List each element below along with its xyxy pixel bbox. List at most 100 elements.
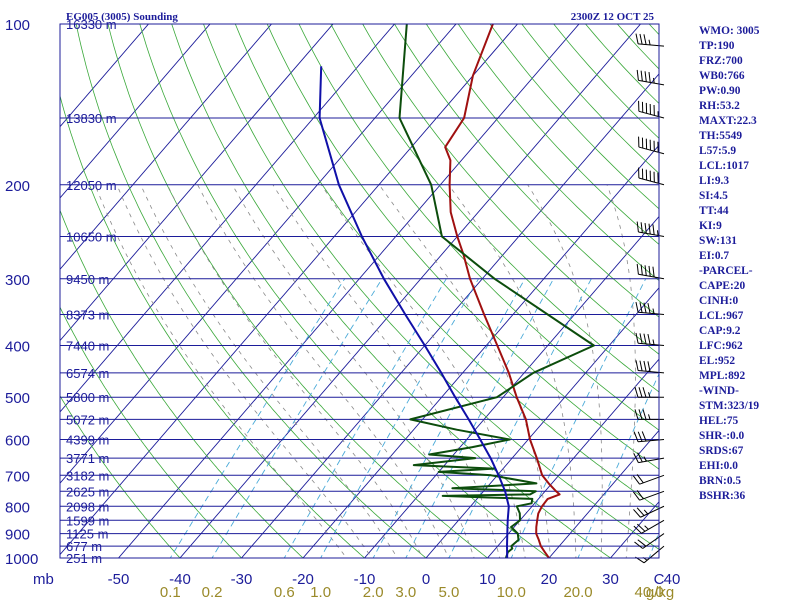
wind-barb — [635, 301, 665, 316]
pressure-tick-label: 700 — [5, 468, 30, 485]
mixing-ratio-tick-label: 0.1 — [160, 584, 181, 600]
mixing-ratio-tick-label: 5.0 — [438, 584, 459, 600]
temperature-tick-label: -50 — [108, 571, 130, 588]
wind-barb-flag — [635, 33, 639, 44]
wind-barb-staff — [638, 43, 665, 47]
isotherm-line — [60, 24, 150, 128]
wind-barb-staff — [638, 110, 665, 119]
mixing-ratio-line — [320, 278, 479, 558]
moist-adiabat-line — [448, 184, 577, 558]
index-line: WMO: 3005 — [699, 25, 760, 37]
wind-barb-flag — [634, 387, 639, 398]
wind-barb-staff — [640, 505, 665, 518]
index-line: HEL:75 — [699, 415, 739, 427]
mixing-ratio-tick-label: 1.0 — [310, 584, 331, 600]
height-label: 12050 m — [66, 178, 117, 193]
dry-adiabat-line — [330, 24, 659, 393]
wind-barb-staff — [638, 177, 665, 186]
wind-barb-flag — [643, 360, 647, 372]
mixing-ratio-tick-label: 2.0 — [363, 584, 384, 600]
height-label: 4399 m — [66, 433, 109, 448]
wind-barb — [634, 387, 664, 398]
wind-barb-flag — [635, 301, 639, 313]
index-line: BSHR:36 — [699, 490, 746, 502]
index-line: LCL:967 — [699, 310, 744, 322]
wind-barb-half-flag — [653, 77, 655, 84]
temperature-unit-label: C — [654, 571, 665, 588]
index-line: EI:0.7 — [699, 250, 730, 262]
wind-barb-flag — [648, 265, 651, 277]
temperature-tick-label: -20 — [292, 571, 314, 588]
index-line: SI:4.5 — [699, 190, 728, 202]
pressure-tick-label: 200 — [5, 178, 30, 195]
wind-barb-staff — [639, 490, 665, 501]
wind-barb-flag — [635, 360, 639, 371]
wind-barb — [634, 533, 665, 549]
moist-adiabat-line — [116, 184, 373, 558]
mixing-ratio-unit-label: g/kg — [646, 584, 674, 600]
pressure-unit-label: mb — [33, 571, 54, 588]
mixing-ratio-line — [577, 372, 659, 558]
wind-barb-flag — [639, 333, 643, 344]
moist-adiabat-line — [231, 184, 475, 558]
dry-adiabat-line — [171, 24, 612, 558]
height-label: 7440 m — [66, 339, 109, 354]
dry-adiabat-line — [394, 24, 659, 318]
wind-barbs — [632, 33, 665, 564]
isobar-lines — [60, 23, 659, 559]
mixing-ratio-line — [211, 278, 383, 558]
isotherm-line — [302, 144, 659, 558]
wind-barb — [636, 263, 665, 280]
temperature-tick-label: -40 — [169, 571, 191, 588]
index-line: LI:9.3 — [699, 175, 730, 187]
mixing-ratio-line — [283, 278, 447, 558]
wind-barb — [632, 474, 665, 485]
isotherm-line — [363, 215, 659, 558]
pressure-tick-label: 400 — [5, 339, 30, 356]
index-line: CINH:0 — [699, 295, 739, 307]
wind-barb-flag — [647, 333, 651, 345]
isotherm-line — [179, 24, 642, 558]
mixing-ratio-tick-label: 3.0 — [395, 584, 416, 600]
pressure-tick-label: 600 — [5, 433, 30, 450]
pressure-tick-label: 100 — [5, 17, 30, 34]
pressure-tick-label: 900 — [5, 527, 30, 544]
dry-adiabat-line — [457, 24, 659, 245]
dry-adiabat-line — [362, 24, 659, 355]
height-label: 3771 m — [66, 451, 109, 466]
temperature-tick-label: 10 — [479, 571, 496, 588]
wind-barb-staff — [639, 474, 665, 485]
wind-barb-staff — [638, 273, 665, 280]
height-label: 6574 m — [66, 366, 109, 381]
wind-barb-flag — [636, 490, 644, 500]
height-label: 16330 m — [66, 17, 117, 32]
temperature-trace — [444, 24, 561, 558]
wind-barb — [633, 452, 665, 464]
wind-barb-flag — [638, 409, 643, 420]
wind-barb — [635, 332, 665, 346]
temperature-tick-label: 40 — [664, 571, 681, 588]
index-line: TH:5549 — [699, 130, 743, 142]
wind-barb-flag — [643, 302, 647, 314]
wind-barb-flag — [648, 223, 651, 235]
dry-adiabat-line — [60, 306, 243, 558]
wind-barb-staff — [638, 439, 665, 443]
index-line: TP:190 — [699, 40, 735, 52]
height-label: 5072 m — [66, 412, 109, 427]
thermo-grid — [60, 24, 659, 558]
wind-barb-flag — [652, 224, 655, 235]
parcel-trace — [318, 66, 510, 558]
index-line: CAPE:20 — [699, 280, 746, 292]
wind-barb-half-flag — [656, 230, 659, 236]
index-line: EHI:0.0 — [699, 460, 738, 472]
wind-barb-flag — [636, 221, 639, 233]
mixing-ratio-tick-label: 0.2 — [202, 584, 223, 600]
wind-barb-staff — [638, 231, 665, 237]
height-label: 9450 m — [66, 272, 109, 287]
wind-barb-flag — [633, 453, 639, 463]
isotherm-line — [60, 24, 334, 342]
isotherm-line — [548, 429, 659, 558]
moist-adiabat-line — [527, 184, 603, 558]
index-line: LFC:962 — [699, 340, 743, 352]
